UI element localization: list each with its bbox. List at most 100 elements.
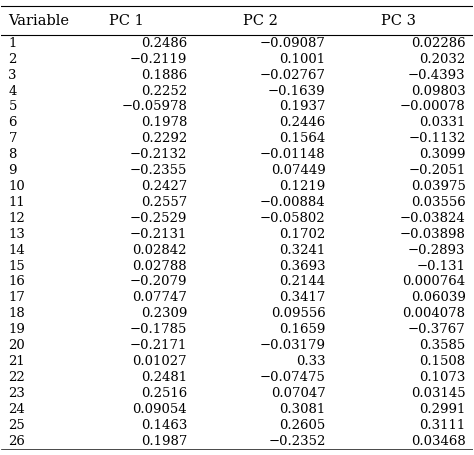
Text: 0.1978: 0.1978 (141, 116, 187, 129)
Text: −0.02767: −0.02767 (260, 69, 326, 81)
Text: 0.33: 0.33 (296, 355, 326, 368)
Text: 0.07449: 0.07449 (271, 164, 326, 177)
Text: 0.2605: 0.2605 (279, 419, 326, 432)
Text: 0.004078: 0.004078 (402, 307, 465, 320)
Text: 19: 19 (9, 323, 25, 336)
Text: 0.0331: 0.0331 (419, 116, 465, 129)
Text: 0.1937: 0.1937 (279, 101, 326, 113)
Text: 0.1659: 0.1659 (279, 323, 326, 336)
Text: 7: 7 (9, 132, 17, 145)
Text: −0.2131: −0.2131 (130, 228, 187, 241)
Text: 0.3417: 0.3417 (279, 291, 326, 304)
Text: −0.05802: −0.05802 (260, 212, 326, 225)
Text: 0.2486: 0.2486 (141, 37, 187, 50)
Text: 0.3241: 0.3241 (279, 244, 326, 257)
Text: 14: 14 (9, 244, 25, 257)
Text: 0.07747: 0.07747 (132, 291, 187, 304)
Text: −0.4393: −0.4393 (408, 69, 465, 81)
Text: 0.03556: 0.03556 (411, 196, 465, 209)
Text: −0.2529: −0.2529 (130, 212, 187, 225)
Text: 0.2032: 0.2032 (419, 53, 465, 66)
Text: 3: 3 (9, 69, 17, 81)
Text: 22: 22 (9, 371, 25, 384)
Text: 0.2427: 0.2427 (141, 180, 187, 193)
Text: 9: 9 (9, 164, 17, 177)
Text: 0.02842: 0.02842 (133, 244, 187, 257)
Text: −0.2119: −0.2119 (130, 53, 187, 66)
Text: 18: 18 (9, 307, 25, 320)
Text: 5: 5 (9, 101, 17, 113)
Text: PC 3: PC 3 (381, 14, 416, 28)
Text: 0.3111: 0.3111 (419, 419, 465, 432)
Text: 20: 20 (9, 339, 25, 352)
Text: 16: 16 (9, 275, 25, 288)
Text: −0.2355: −0.2355 (130, 164, 187, 177)
Text: Variable: Variable (9, 14, 70, 28)
Text: 0.2292: 0.2292 (141, 132, 187, 145)
Text: 0.01027: 0.01027 (132, 355, 187, 368)
Text: 0.3081: 0.3081 (279, 403, 326, 416)
Text: 0.02286: 0.02286 (411, 37, 465, 50)
Text: 0.2252: 0.2252 (141, 85, 187, 97)
Text: 0.1564: 0.1564 (279, 132, 326, 145)
Text: −0.00078: −0.00078 (400, 101, 465, 113)
Text: −0.2893: −0.2893 (408, 244, 465, 257)
Text: −0.03824: −0.03824 (400, 212, 465, 225)
Text: 0.1987: 0.1987 (141, 435, 187, 448)
Text: 24: 24 (9, 403, 25, 416)
Text: −0.05978: −0.05978 (121, 101, 187, 113)
Text: 8: 8 (9, 148, 17, 161)
Text: 10: 10 (9, 180, 25, 193)
Text: −0.2132: −0.2132 (130, 148, 187, 161)
Text: 0.09556: 0.09556 (271, 307, 326, 320)
Text: 1: 1 (9, 37, 17, 50)
Text: 0.2481: 0.2481 (141, 371, 187, 384)
Text: 0.09054: 0.09054 (132, 403, 187, 416)
Text: 0.2446: 0.2446 (279, 116, 326, 129)
Text: 25: 25 (9, 419, 25, 432)
Text: 15: 15 (9, 259, 25, 273)
Text: 0.2309: 0.2309 (141, 307, 187, 320)
Text: 0.2516: 0.2516 (141, 387, 187, 400)
Text: −0.2352: −0.2352 (268, 435, 326, 448)
Text: −0.2171: −0.2171 (130, 339, 187, 352)
Text: −0.1132: −0.1132 (408, 132, 465, 145)
Text: −0.131: −0.131 (417, 259, 465, 273)
Text: −0.2051: −0.2051 (408, 164, 465, 177)
Text: 0.02788: 0.02788 (132, 259, 187, 273)
Text: −0.3767: −0.3767 (408, 323, 465, 336)
Text: 0.2991: 0.2991 (419, 403, 465, 416)
Text: 4: 4 (9, 85, 17, 97)
Text: 0.03975: 0.03975 (410, 180, 465, 193)
Text: 2: 2 (9, 53, 17, 66)
Text: 6: 6 (9, 116, 17, 129)
Text: 0.03468: 0.03468 (411, 435, 465, 448)
Text: −0.09087: −0.09087 (260, 37, 326, 50)
Text: PC 2: PC 2 (243, 14, 278, 28)
Text: 0.07047: 0.07047 (271, 387, 326, 400)
Text: −0.00884: −0.00884 (260, 196, 326, 209)
Text: 12: 12 (9, 212, 25, 225)
Text: PC 1: PC 1 (109, 14, 144, 28)
Text: 0.1463: 0.1463 (141, 419, 187, 432)
Text: −0.03179: −0.03179 (260, 339, 326, 352)
Text: 17: 17 (9, 291, 25, 304)
Text: 0.1219: 0.1219 (279, 180, 326, 193)
Text: 0.1001: 0.1001 (280, 53, 326, 66)
Text: 0.1702: 0.1702 (279, 228, 326, 241)
Text: 0.1886: 0.1886 (141, 69, 187, 81)
Text: 21: 21 (9, 355, 25, 368)
Text: −0.07475: −0.07475 (260, 371, 326, 384)
Text: 0.06039: 0.06039 (410, 291, 465, 304)
Text: 23: 23 (9, 387, 25, 400)
Text: 0.3693: 0.3693 (279, 259, 326, 273)
Text: 0.3585: 0.3585 (419, 339, 465, 352)
Text: 0.3099: 0.3099 (419, 148, 465, 161)
Text: 0.1073: 0.1073 (419, 371, 465, 384)
Text: −0.1785: −0.1785 (130, 323, 187, 336)
Text: −0.01148: −0.01148 (260, 148, 326, 161)
Text: 11: 11 (9, 196, 25, 209)
Text: 0.09803: 0.09803 (411, 85, 465, 97)
Text: 0.2144: 0.2144 (280, 275, 326, 288)
Text: −0.2079: −0.2079 (129, 275, 187, 288)
